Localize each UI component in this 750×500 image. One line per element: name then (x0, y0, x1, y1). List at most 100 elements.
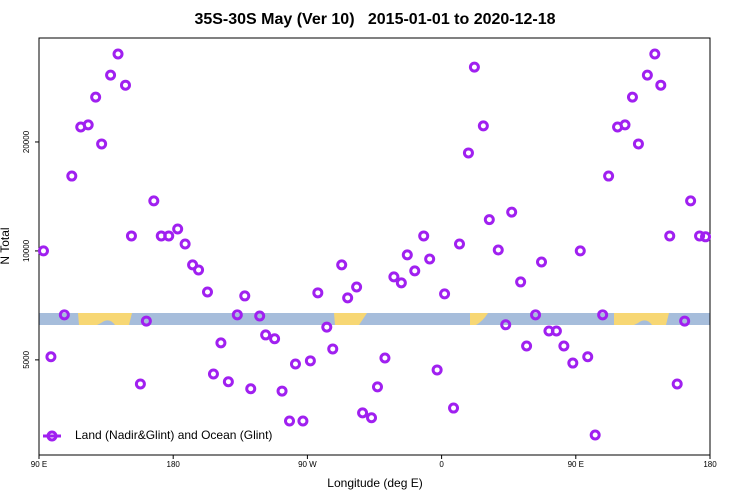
point (700, 231, 712, 243)
point (119, 79, 131, 91)
map-band (39, 313, 710, 325)
point (179, 238, 191, 250)
point (492, 244, 504, 256)
point (58, 309, 70, 321)
y-tick-label: 5000 (22, 350, 31, 368)
point (521, 340, 533, 352)
point (506, 206, 518, 218)
point (351, 281, 363, 293)
point (603, 170, 615, 182)
point (215, 337, 227, 349)
point (655, 79, 667, 91)
point (357, 407, 369, 419)
point (140, 315, 152, 327)
point (567, 357, 579, 369)
point (597, 309, 609, 321)
x-tick-label: 90 E (568, 460, 584, 469)
point (477, 120, 489, 132)
point (327, 343, 339, 355)
point (207, 368, 219, 380)
point (366, 412, 378, 424)
point (45, 351, 57, 363)
chart-title: 35S-30S May (Ver 10) 2015-01-01 to 2020-… (194, 11, 555, 28)
x-tick-label: 180 (167, 460, 181, 469)
point (649, 48, 661, 60)
point (424, 253, 436, 265)
point (37, 245, 49, 257)
point (641, 69, 653, 81)
point (685, 195, 697, 207)
point (125, 230, 137, 242)
point (536, 256, 548, 268)
point (193, 264, 205, 276)
x-axis-label: Longitude (deg E) (327, 476, 422, 490)
y-tick-label: 20000 (22, 130, 31, 153)
point (589, 429, 601, 441)
map-land (78, 313, 669, 325)
point (632, 138, 644, 150)
point (664, 230, 676, 242)
point (134, 378, 146, 390)
x-tick-label: 90 W (298, 460, 317, 469)
y-axis-label: N Total (0, 227, 12, 264)
point (289, 358, 301, 370)
point (388, 271, 400, 283)
legend-label: Land (Nadir&Glint) and Ocean (Glint) (75, 428, 272, 442)
point (321, 321, 333, 333)
legend-marker (46, 430, 58, 442)
point (395, 277, 407, 289)
point (439, 288, 451, 300)
point (172, 223, 184, 235)
point (222, 376, 234, 388)
point (558, 340, 570, 352)
point (462, 147, 474, 159)
point (304, 355, 316, 367)
point (582, 351, 594, 363)
point (409, 265, 421, 277)
plot-frame (38, 37, 711, 456)
point (90, 91, 102, 103)
point (379, 352, 391, 364)
point (82, 119, 94, 131)
point (96, 138, 108, 150)
point (448, 402, 460, 414)
x-tick-label: 0 (439, 460, 444, 469)
point (342, 292, 354, 304)
point (468, 61, 480, 73)
point (66, 170, 78, 182)
point (163, 230, 175, 242)
point (483, 214, 495, 226)
point (297, 415, 309, 427)
point (284, 415, 296, 427)
point (515, 276, 527, 288)
point (260, 329, 272, 341)
point (269, 333, 281, 345)
point (530, 309, 542, 321)
point (431, 364, 443, 376)
point (112, 48, 124, 60)
point (550, 325, 562, 337)
point (276, 385, 288, 397)
point (371, 381, 383, 393)
point (312, 287, 324, 299)
point (500, 319, 512, 331)
point (401, 249, 413, 261)
point (679, 315, 691, 327)
x-tick-label: 90 E (31, 460, 47, 469)
x-tick-label: 180 (703, 460, 717, 469)
point (245, 383, 257, 395)
point (418, 230, 430, 242)
point (201, 286, 213, 298)
point (148, 195, 160, 207)
point (694, 230, 706, 242)
point (619, 119, 631, 131)
point (626, 91, 638, 103)
point (239, 290, 251, 302)
point (336, 259, 348, 271)
point (574, 245, 586, 257)
point (671, 378, 683, 390)
point (105, 69, 117, 81)
point (254, 310, 266, 322)
point (453, 238, 465, 250)
